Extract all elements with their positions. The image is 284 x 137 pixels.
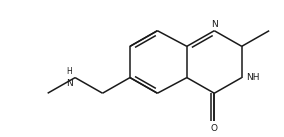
Text: N: N [66,79,73,88]
Text: H: H [66,67,72,76]
Text: NH: NH [246,73,259,82]
Text: O: O [211,124,218,133]
Text: N: N [211,20,218,29]
